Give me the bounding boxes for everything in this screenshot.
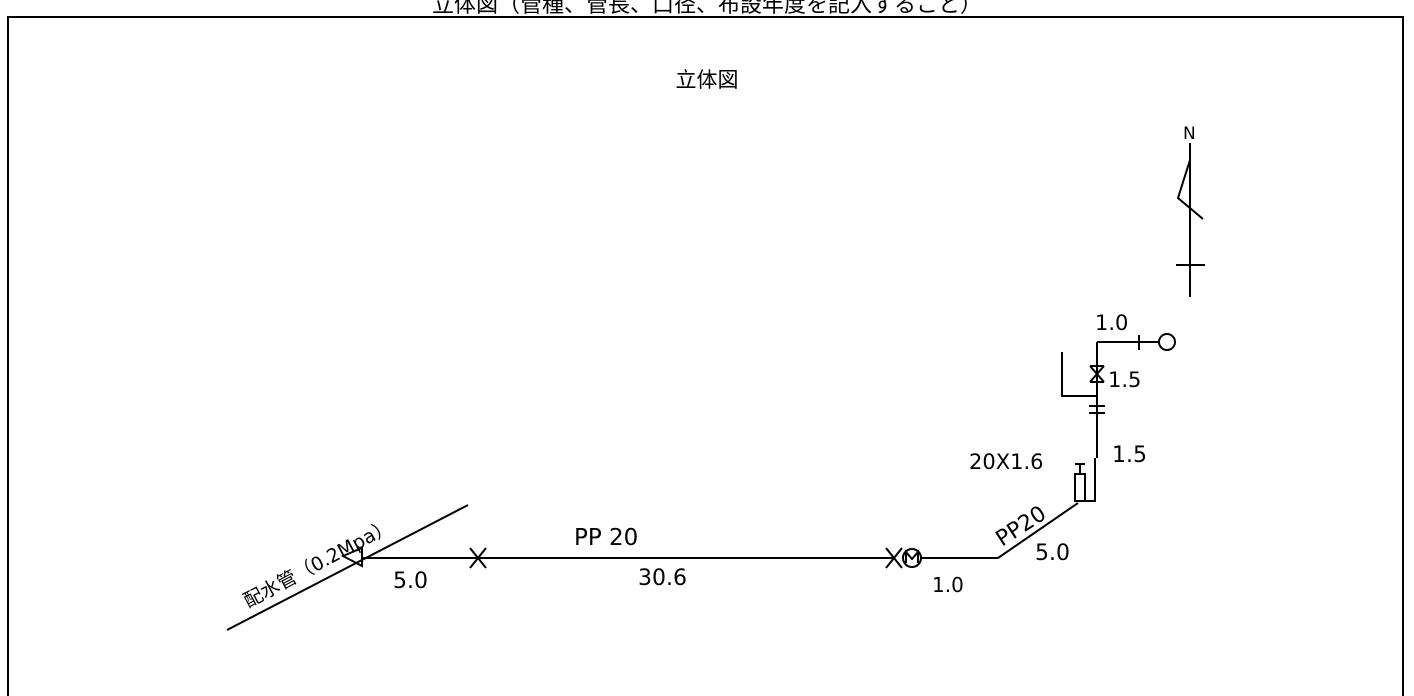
first-run-length-label: 5.0: [393, 569, 428, 594]
saddle-branch-icon: [340, 546, 363, 568]
diagonal-length-label: 5.0: [1035, 541, 1070, 566]
meter-box-bracket: [1061, 352, 1097, 397]
north-arrow-icon: [1176, 143, 1205, 297]
riser-connector-line: [1085, 458, 1096, 502]
meter-length-label: 1.0: [932, 573, 964, 597]
main-run-spec-label: PP 20: [574, 525, 638, 551]
diagram-title: 立体図: [675, 68, 739, 92]
distribution-main-label: 配水管（0.2Mpa）: [240, 515, 396, 612]
page-caption: 立体図（管種、管長、口径、布設年度を記入すること）: [431, 0, 982, 18]
riser-lower-length-label: 1.5: [1112, 443, 1147, 468]
diagonal-service-pipe: [997, 502, 1079, 559]
faucet-outlet-icon: [1158, 333, 1176, 351]
meter-stop-valve-cross-icon: [885, 547, 903, 569]
riser-upper-length-label: 1.5: [1108, 368, 1141, 392]
main-run-length-label: 30.6: [638, 566, 687, 591]
distribution-main-line: [226, 504, 469, 631]
union-joint-icon: [1089, 405, 1105, 414]
fitting-element-icon: [1074, 473, 1086, 502]
fitting-spec-label: 20X1.6: [969, 450, 1044, 474]
water-meter-icon: [902, 548, 922, 568]
piping-isometric-diagram: N 配水管（0.2Mpa） 5.0 PP 20 30.6 1.0 PP20 5.…: [226, 124, 1205, 631]
diagram-frame: [7, 16, 1404, 696]
gate-valve-icon: [1089, 365, 1105, 383]
top-branch-length-label: 1.0: [1095, 311, 1128, 335]
north-label: N: [1183, 124, 1196, 144]
stop-valve-cross-icon: [469, 547, 487, 569]
